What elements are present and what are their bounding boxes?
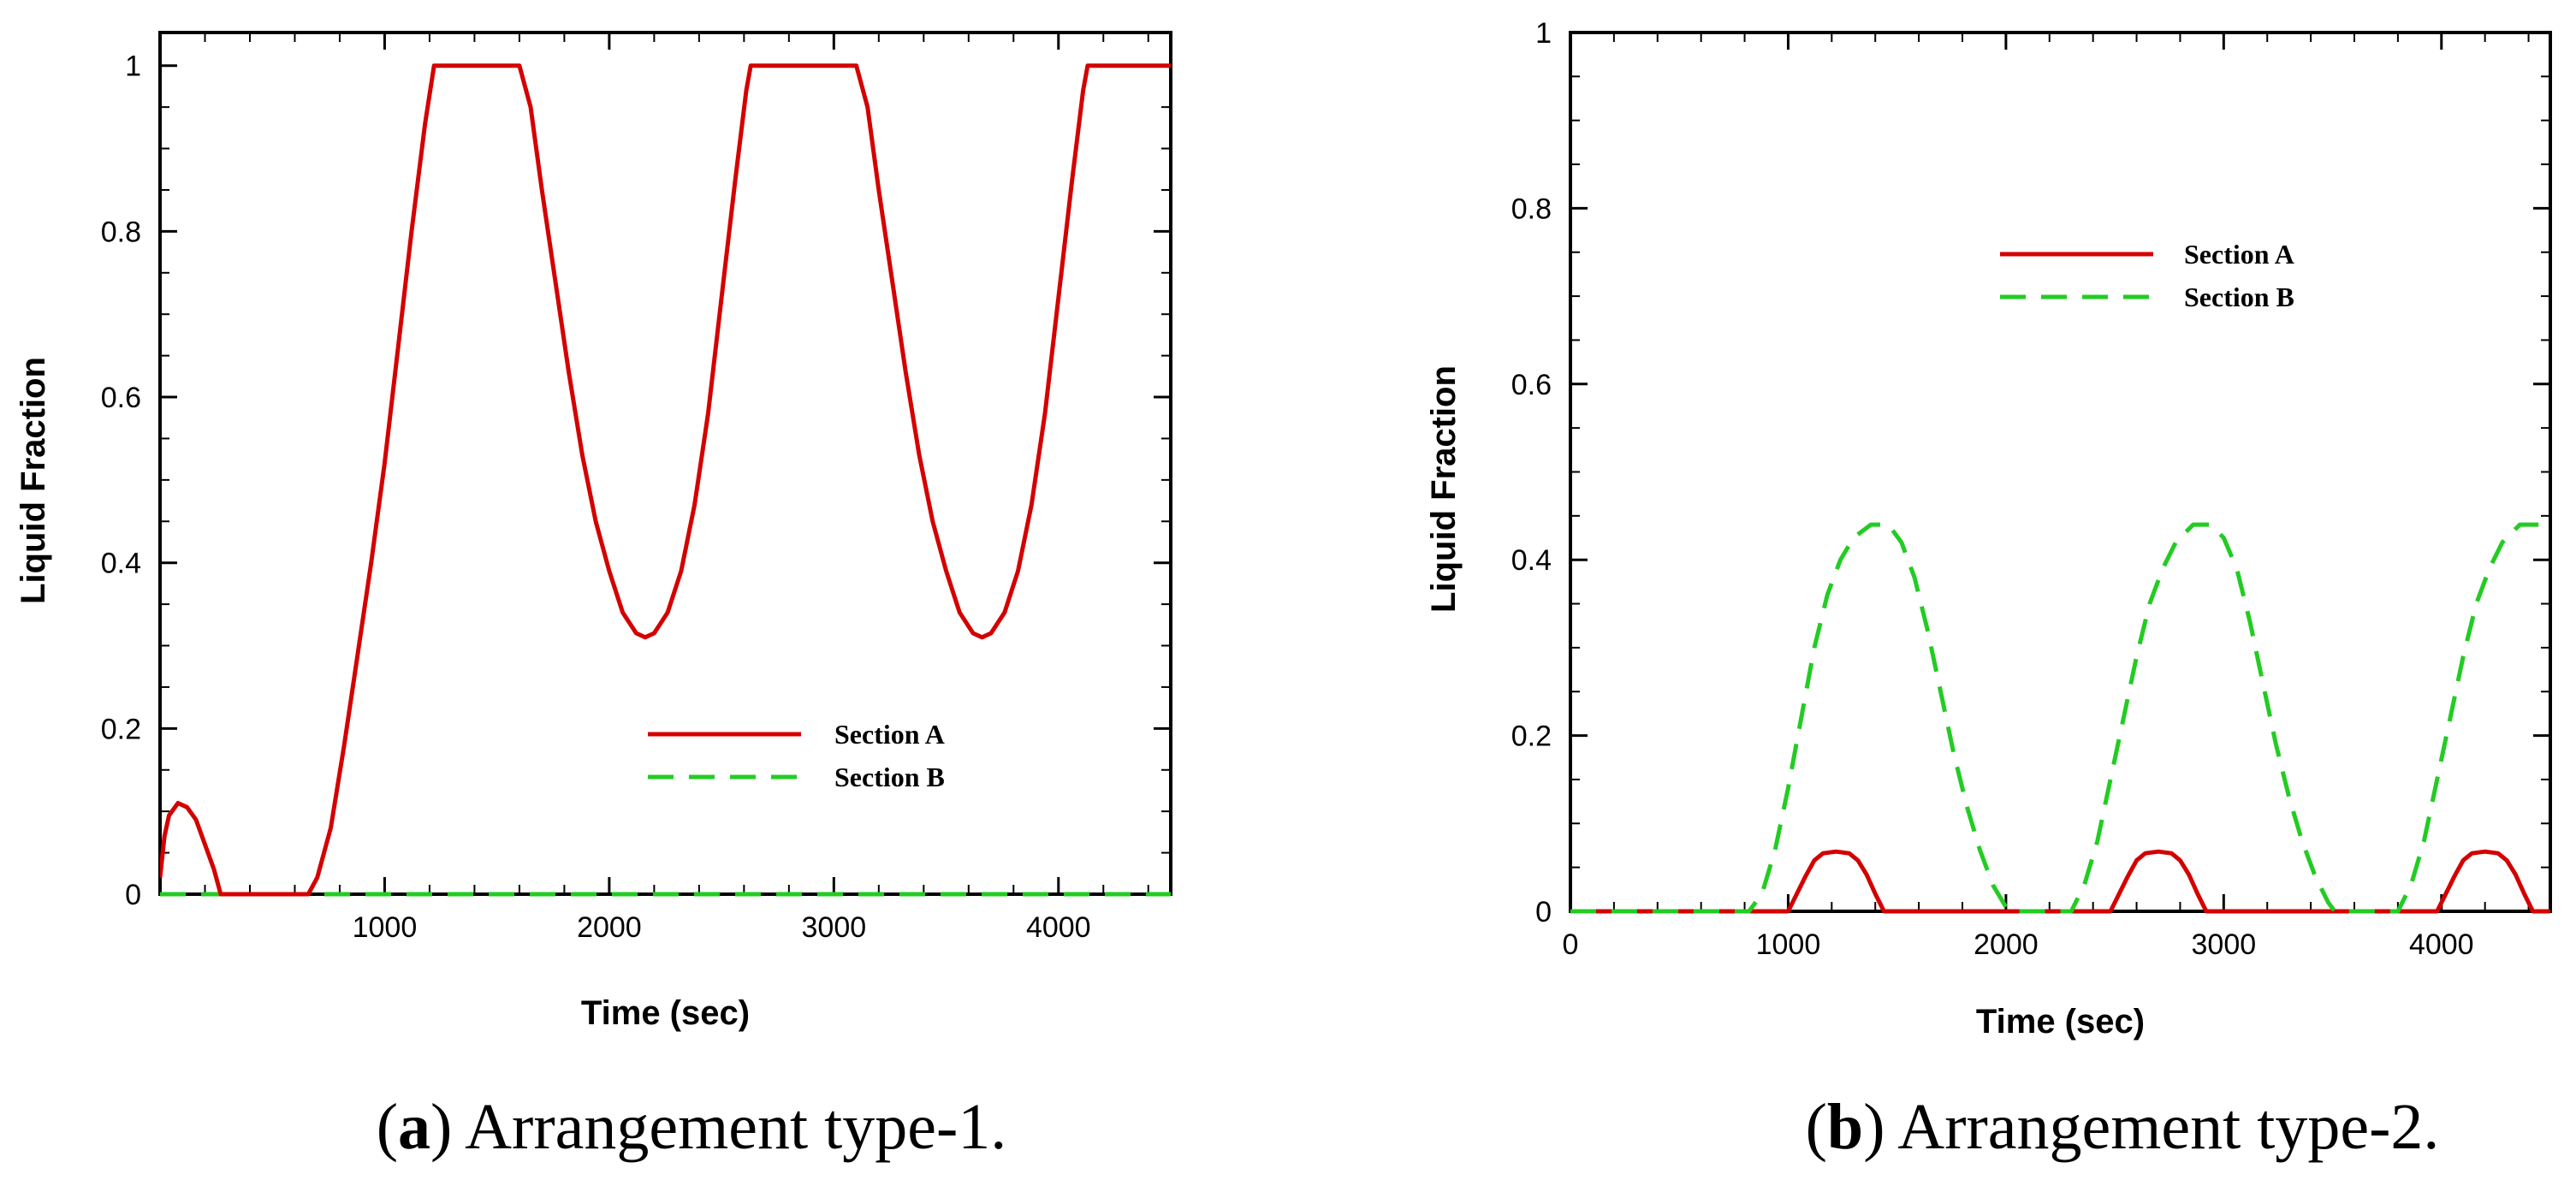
chart-b-x-tick-label: 3000 bbox=[2192, 928, 2257, 961]
chart-a-y-tick-label: 1 bbox=[125, 50, 141, 83]
chart-b-x-tick-label: 1000 bbox=[1756, 928, 1821, 961]
chart-a-y-tick-label: 0.4 bbox=[101, 548, 141, 580]
chart-b-y-tick-label: 0.4 bbox=[1511, 544, 1552, 577]
chart-b-legend: Section A Section B bbox=[2000, 239, 2294, 312]
chart-a-x-tick-label: 4000 bbox=[1026, 911, 1091, 944]
chart-b-y-tick-label: 1 bbox=[1535, 17, 1552, 50]
chart-a-y-tick-label: 0.6 bbox=[101, 382, 141, 414]
chart-b-legend-label-section-b: Section B bbox=[2184, 282, 2294, 312]
chart-b-y-tick-label: 0.6 bbox=[1511, 369, 1552, 401]
chart-b-y-axis-title: Liquid Fraction bbox=[1425, 365, 1463, 613]
chart-b-series-section-b bbox=[1570, 522, 2550, 914]
chart-a-legend: Section A Section B bbox=[648, 719, 945, 792]
chart-b-x-tick-label: 0 bbox=[1563, 928, 1579, 961]
chart-b-y-tick-label: 0.2 bbox=[1511, 720, 1552, 753]
chart-b-x-tick-label: 2000 bbox=[1974, 928, 2039, 961]
chart-a-caption: (a) Arrangement type-1. bbox=[377, 1091, 1007, 1163]
chart-a-series-section-a bbox=[160, 63, 1171, 897]
chart-a-x-axis-title: Time (sec) bbox=[581, 994, 750, 1032]
chart-b: 0 1000 2000 3000 4000 0 0.2 0.4 0.6 0.8 1 Time (se… bbox=[1425, 17, 2552, 1163]
chart-b-y-tick-label: 0 bbox=[1535, 896, 1552, 928]
chart-b-plot-frame bbox=[1569, 31, 2552, 913]
chart-a-legend-label-section-a: Section A bbox=[834, 719, 945, 750]
chart-a-y-tick-label: 0.2 bbox=[101, 713, 141, 745]
chart-a-x-tick-label: 3000 bbox=[802, 911, 867, 944]
chart-a-legend-label-section-b: Section B bbox=[834, 762, 945, 792]
chart-a-x-tick-label: 2000 bbox=[577, 911, 642, 944]
chart-b-x-tick-label: 4000 bbox=[2409, 928, 2474, 961]
chart-a: 1000 2000 3000 4000 0 0.2 0.4 0.6 0.8 1 Time (sec… bbox=[15, 31, 1172, 1163]
chart-b-series bbox=[1570, 522, 2550, 914]
chart-b-legend-label-section-a: Section A bbox=[2184, 239, 2294, 270]
chart-a-plot-frame bbox=[158, 31, 1172, 896]
chart-a-y-tick-label: 0.8 bbox=[101, 216, 141, 248]
chart-a-series bbox=[160, 63, 1171, 897]
chart-a-x-tick-label: 1000 bbox=[353, 911, 418, 944]
chart-a-y-tick-label: 0 bbox=[125, 879, 141, 911]
chart-b-y-tick-label: 0.8 bbox=[1511, 193, 1552, 225]
chart-b-caption: (b) Arrangement type-2. bbox=[1806, 1091, 2440, 1163]
chart-a-y-axis-title: Liquid Fraction bbox=[15, 357, 52, 604]
chart-b-ticks: 0 1000 2000 3000 4000 0 0.2 0.4 0.6 0.8 1 bbox=[1511, 17, 2550, 961]
chart-a-ticks: 1000 2000 3000 4000 0 0.2 0.4 0.6 0.8 1 bbox=[101, 33, 1171, 944]
chart-b-series-section-a bbox=[1570, 849, 2550, 914]
chart-b-x-axis-title: Time (sec) bbox=[1976, 1003, 2145, 1041]
